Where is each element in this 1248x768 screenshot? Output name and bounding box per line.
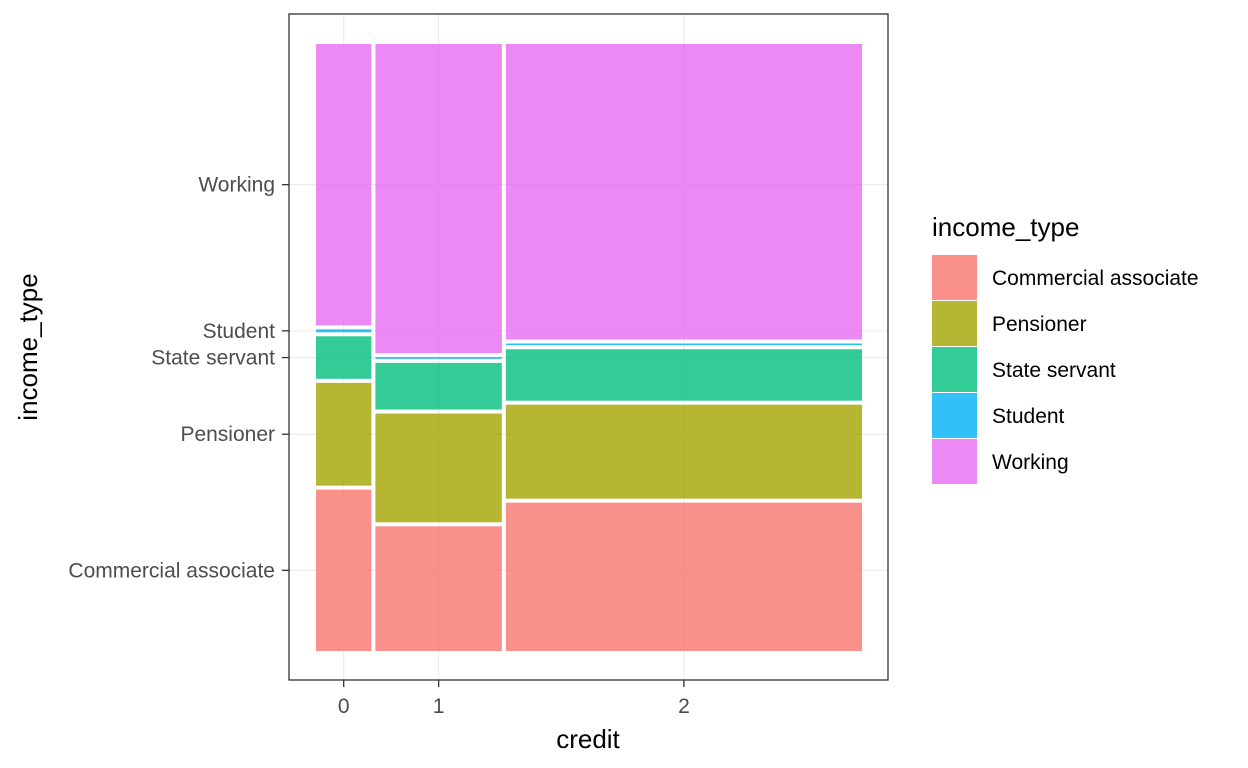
legend-key-pensioner xyxy=(932,301,977,346)
y-tick-label-state-servant: State servant xyxy=(151,347,275,370)
legend-label-state-servant: State servant xyxy=(992,359,1116,382)
x-axis-ticks: 0 1 2 xyxy=(338,680,690,718)
mosaic-tiles xyxy=(316,44,862,651)
legend: income_type Commercial associate Pensione… xyxy=(932,212,1199,484)
tile-state-servant-credit-0 xyxy=(316,336,372,379)
tile-student-credit-1 xyxy=(375,357,502,359)
y-tick-label-commercial-associate: Commercial associate xyxy=(68,559,275,582)
legend-key-working xyxy=(932,439,977,484)
x-tick-label-1: 1 xyxy=(433,695,445,718)
tile-commercial-associate-credit-1 xyxy=(375,526,502,651)
legend-key-commercial-associate xyxy=(932,255,977,300)
tile-pensioner-credit-2 xyxy=(505,404,862,499)
legend-label-pensioner: Pensioner xyxy=(992,313,1087,336)
x-axis-title: credit xyxy=(556,724,620,754)
legend-label-working: Working xyxy=(992,451,1069,474)
legend-key-state-servant xyxy=(932,347,977,392)
x-tick-label-0: 0 xyxy=(338,695,350,718)
legend-title: income_type xyxy=(932,212,1079,242)
y-axis-ticks: Commercial associate Pensioner State serva… xyxy=(68,174,289,582)
tile-working-credit-1 xyxy=(375,44,502,354)
panel-border xyxy=(288,13,889,681)
tile-state-servant-credit-2 xyxy=(505,349,862,401)
tile-commercial-associate-credit-0 xyxy=(316,489,372,651)
y-tick-label-student: Student xyxy=(203,320,276,343)
tile-state-servant-credit-1 xyxy=(375,362,502,410)
tile-pensioner-credit-1 xyxy=(375,413,502,523)
tile-student-credit-2 xyxy=(505,343,862,346)
legend-key-student xyxy=(932,393,977,438)
tile-working-credit-0 xyxy=(316,44,372,326)
tile-commercial-associate-credit-2 xyxy=(505,502,862,651)
y-tick-label-pensioner: Pensioner xyxy=(180,423,275,446)
legend-label-student: Student xyxy=(992,405,1065,428)
legend-label-commercial-associate: Commercial associate xyxy=(992,267,1199,290)
y-axis-title: income_type xyxy=(13,273,43,420)
x-tick-label-2: 2 xyxy=(678,695,690,718)
tile-student-credit-0 xyxy=(316,329,372,333)
tile-pensioner-credit-0 xyxy=(316,382,372,486)
tile-working-credit-2 xyxy=(505,44,862,340)
y-tick-label-working: Working xyxy=(198,174,275,197)
